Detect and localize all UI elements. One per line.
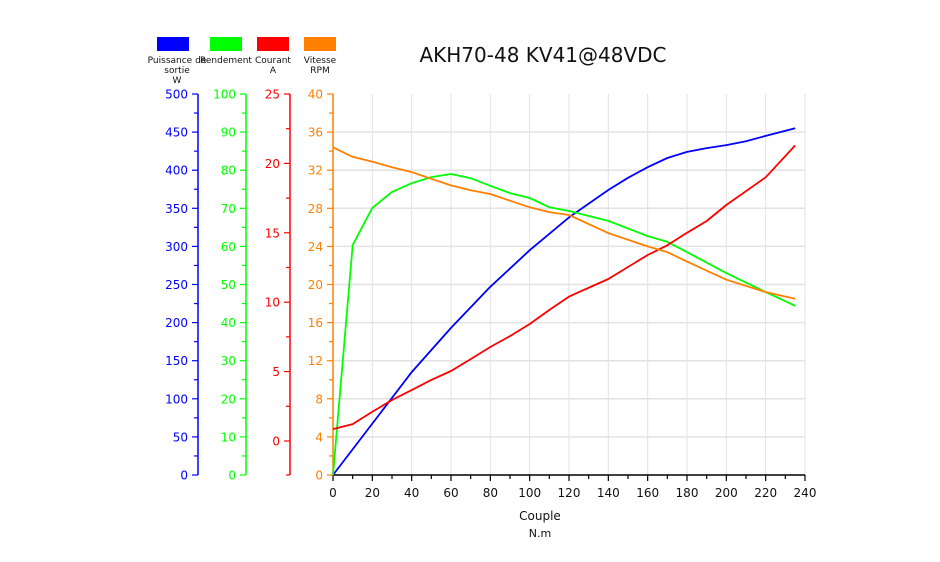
eff-tick-label: 100 [213, 88, 236, 102]
x-tick-label: 60 [443, 486, 458, 500]
eff-tick-label: 20 [221, 392, 236, 406]
eff-tick-label: 40 [221, 316, 236, 330]
x-tick-label: 220 [754, 486, 777, 500]
legend-label-speed: Vitesse [304, 56, 337, 66]
power-tick-label: 200 [165, 316, 188, 330]
legend-swatch-power [157, 37, 189, 51]
speed-tick-label: 0 [315, 469, 323, 483]
x-tick-label: 140 [597, 486, 620, 500]
current-tick-label: 25 [265, 88, 280, 102]
eff-tick-label: 90 [221, 126, 236, 140]
legend-label-current: Courant [255, 56, 291, 66]
speed-tick-label: 20 [308, 278, 323, 292]
speed-tick-label: 16 [308, 316, 323, 330]
power-tick-label: 300 [165, 240, 188, 254]
power-tick-label: 400 [165, 164, 188, 178]
power-tick-label: 500 [165, 88, 188, 102]
speed-tick-label: 24 [308, 240, 323, 254]
power-tick-label: 450 [165, 126, 188, 140]
eff-tick-label: 0 [228, 469, 236, 483]
x-tick-label: 180 [676, 486, 699, 500]
power-tick-label: 250 [165, 278, 188, 292]
current-tick-label: 10 [265, 296, 280, 310]
speed-tick-label: 40 [308, 88, 323, 102]
current-tick-label: 15 [265, 226, 280, 240]
x-axis-unit: N.m [529, 527, 551, 540]
chart-title: AKH70-48 KV41@48VDC [419, 43, 666, 67]
x-tick-label: 200 [715, 486, 738, 500]
x-tick-label: 0 [329, 486, 337, 500]
eff-tick-label: 10 [221, 430, 236, 444]
speed-tick-label: 8 [315, 392, 323, 406]
series-line-eff [332, 173, 796, 476]
legend-unit-power: W [173, 76, 182, 86]
power-tick-label: 0 [180, 469, 188, 483]
x-tick-label: 120 [558, 486, 581, 500]
x-tick-label: 160 [636, 486, 659, 500]
power-tick-label: 350 [165, 202, 188, 216]
speed-tick-label: 4 [315, 430, 323, 444]
current-tick-label: 0 [272, 434, 280, 448]
speed-tick-label: 32 [308, 164, 323, 178]
speed-tick-label: 36 [308, 126, 323, 140]
eff-tick-label: 70 [221, 202, 236, 216]
x-tick-label: 240 [794, 486, 817, 500]
legend-label-eff: Rendement [200, 56, 252, 66]
legend-unit-current: A [270, 66, 277, 76]
power-tick-label: 150 [165, 354, 188, 368]
x-tick-label: 100 [518, 486, 541, 500]
power-tick-label: 100 [165, 392, 188, 406]
series-line-current [332, 144, 796, 430]
eff-tick-label: 80 [221, 164, 236, 178]
x-tick-label: 40 [404, 486, 419, 500]
series-line-speed [332, 146, 796, 300]
legend-swatch-eff [210, 37, 242, 51]
eff-tick-label: 50 [221, 278, 236, 292]
current-tick-label: 5 [272, 365, 280, 379]
legend-label-power: sortie [164, 66, 190, 76]
eff-tick-label: 30 [221, 354, 236, 368]
legend-swatch-speed [304, 37, 336, 51]
series-line-power [332, 127, 796, 476]
x-tick-label: 80 [483, 486, 498, 500]
x-axis-label: Couple [519, 509, 561, 523]
speed-tick-label: 28 [308, 202, 323, 216]
x-tick-label: 20 [365, 486, 380, 500]
current-tick-label: 20 [265, 157, 280, 171]
eff-tick-label: 60 [221, 240, 236, 254]
power-tick-label: 50 [173, 430, 188, 444]
legend-unit-speed: RPM [310, 66, 329, 76]
legend-label-power: Puissance de [148, 56, 207, 66]
speed-tick-label: 12 [308, 354, 323, 368]
legend-swatch-current [257, 37, 289, 51]
